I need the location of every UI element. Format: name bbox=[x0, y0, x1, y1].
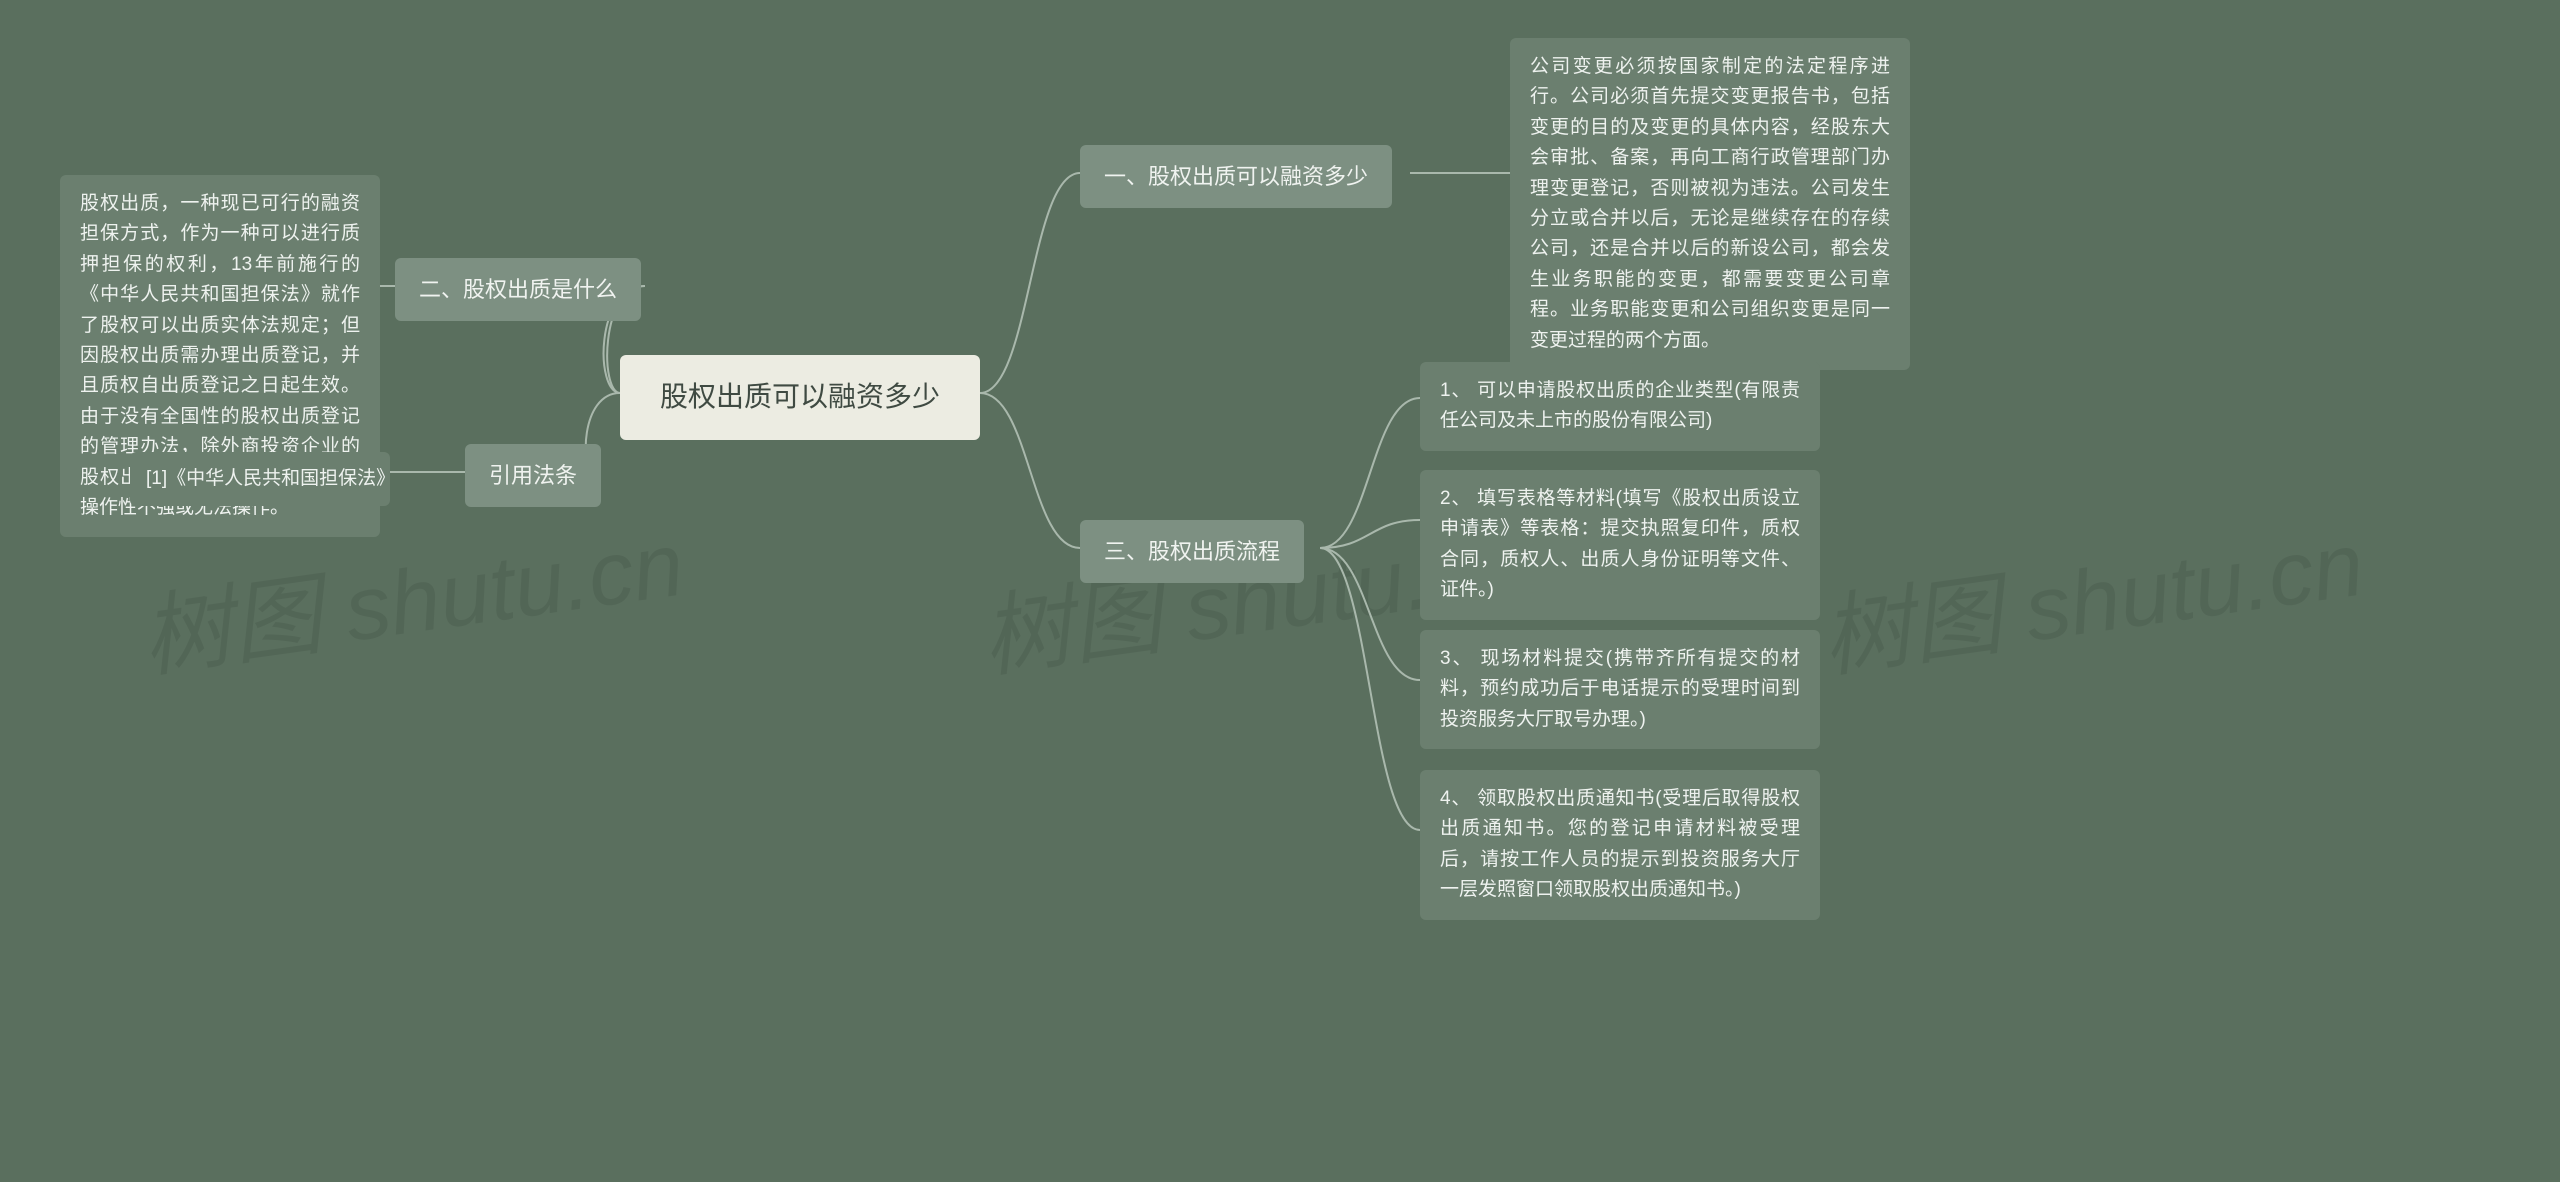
leaf-b3-step3: 3、 现场材料提交(携带齐所有提交的材料，预约成功后于电话提示的受理时间到投资服… bbox=[1420, 630, 1820, 749]
branch-3: 三、股权出质流程 bbox=[1080, 520, 1304, 583]
leaf-b3-step4: 4、 领取股权出质通知书(受理后取得股权出质通知书。您的登记申请材料被受理后，请… bbox=[1420, 770, 1820, 920]
leaf-b3-step1: 1、 可以申请股权出质的企业类型(有限责任公司及未上市的股份有限公司) bbox=[1420, 362, 1820, 451]
root-node: 股权出质可以融资多少 bbox=[620, 355, 980, 440]
leaf-b3-step2: 2、 填写表格等材料(填写《股权出质设立申请表》等表格：提交执照复印件，质权合同… bbox=[1420, 470, 1820, 620]
branch-4: 引用法条 bbox=[465, 444, 601, 507]
leaf-b1-detail: 公司变更必须按国家制定的法定程序进行。公司必须首先提交变更报告书，包括变更的目的… bbox=[1510, 38, 1910, 370]
branch-2: 二、股权出质是什么 bbox=[395, 258, 641, 321]
watermark-3: 树图 shutu.cn bbox=[1813, 493, 2373, 711]
branch-1: 一、股权出质可以融资多少 bbox=[1080, 145, 1392, 208]
leaf-b4-ref: [1]《中华人民共和国担保法》 bbox=[130, 452, 390, 506]
